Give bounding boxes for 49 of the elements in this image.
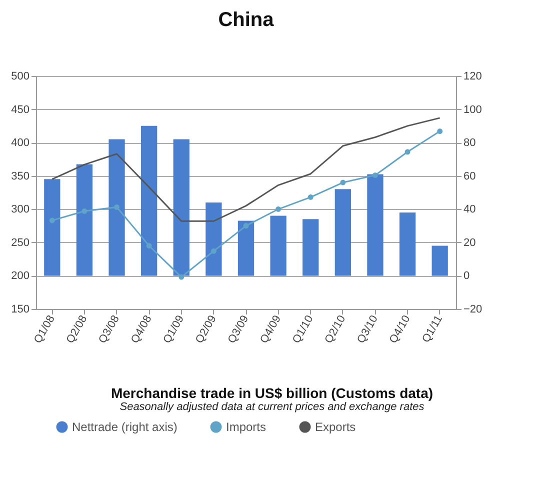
chart-title: China [218,9,275,31]
y-tick-label: 350 [11,170,30,182]
point [340,180,346,186]
bar [206,202,222,276]
y-tick-label: 250 [11,236,30,249]
y-tick-label: 400 [11,137,30,150]
y-tick-label: 500 [11,70,30,82]
y-tick-label: 450 [11,104,30,116]
bar [108,139,125,276]
y2-tick-label: 100 [464,104,482,116]
point [243,223,249,229]
y2-tick-label: 20 [464,236,476,249]
bar [141,126,158,276]
y-tick-label: 300 [11,204,30,216]
text: Merchandise trade in US$ billion (Customs data) [110,385,434,401]
bar [432,246,448,276]
bar [76,164,93,276]
y2-tick-label: 120 [464,70,482,82]
point [49,218,55,224]
point [276,206,282,212]
point [437,128,443,134]
point [178,274,184,280]
y2-tick-label: 80 [464,137,476,150]
legend-label: Exports [315,420,356,434]
bar [173,139,190,276]
legend-label: Nettrade (right axis) [72,420,178,434]
bar [302,219,319,276]
bar [270,216,286,276]
y-tick-label: 150 [11,304,30,316]
text: Seasonally adjusted data at current prices and exchange rates [118,401,426,413]
y2-tick-label: 60 [464,170,476,182]
bar [367,174,384,276]
bar [238,220,254,276]
y2-tick-label: 0 [464,270,470,282]
y-tick-label: 200 [11,270,30,282]
point [146,243,152,248]
bar [399,212,416,276]
y2-tick-label: −20 [464,304,482,316]
point [82,208,88,214]
point [210,248,216,254]
point [308,194,314,200]
point [114,204,120,210]
bar [334,189,351,276]
y2-tick-label: 40 [464,204,476,216]
point [372,172,378,178]
legend-label: Imports [226,420,266,434]
bar [44,179,60,276]
point [404,149,410,155]
line-series [51,117,441,222]
